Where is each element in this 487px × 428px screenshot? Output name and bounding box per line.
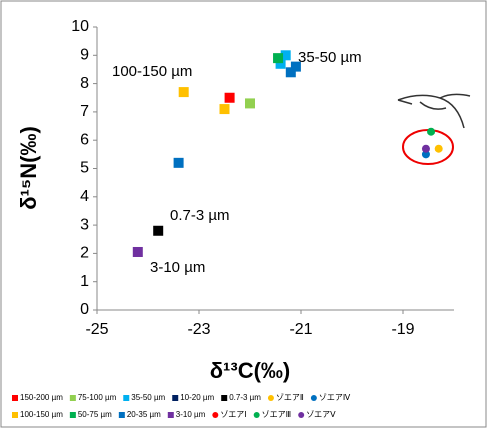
- legend-swatch: [172, 395, 178, 401]
- y-axis-label: δ¹⁵N(‰): [16, 126, 41, 210]
- data-point: [220, 104, 230, 114]
- legend-label: ゾエアⅢ: [262, 410, 292, 419]
- legend-label: 50-75 µm: [78, 410, 112, 419]
- data-point: [245, 98, 255, 108]
- legend-label: ゾエアⅣ: [319, 393, 351, 402]
- data-point: [273, 53, 283, 63]
- y-tick-label: 3: [80, 216, 89, 233]
- x-tick-label: -25: [85, 321, 108, 338]
- legend-swatch: [254, 412, 260, 418]
- y-tick-label: 8: [80, 75, 89, 92]
- legend-swatch: [168, 412, 174, 418]
- x-tick-label: -21: [289, 321, 312, 338]
- legend-label: 35-50 µm: [131, 393, 165, 402]
- y-tick-label: 7: [80, 103, 89, 120]
- legend-swatch: [70, 395, 76, 401]
- y-tick-label: 1: [80, 273, 89, 290]
- x-tick-label: -19: [391, 321, 414, 338]
- annotation: 100-150 µm: [112, 63, 192, 80]
- x-axis-label: δ¹³C(‰): [210, 358, 291, 383]
- legend-label: 150-200 µm: [20, 393, 63, 402]
- data-point: [435, 145, 443, 153]
- legend-swatch: [221, 395, 227, 401]
- legend-label: 75-100 µm: [78, 393, 117, 402]
- legend-label: ゾエアⅤ: [306, 410, 336, 419]
- annotation: 3-10 µm: [150, 259, 205, 276]
- legend-swatch: [12, 412, 18, 418]
- legend-swatch: [70, 412, 76, 418]
- legend-label: 100-150 µm: [20, 410, 63, 419]
- legend-label: 20-35 µm: [127, 410, 161, 419]
- y-tick-label: 4: [80, 188, 89, 205]
- legend-swatch: [268, 395, 274, 401]
- legend-swatch: [123, 395, 129, 401]
- y-tick-label: 0: [80, 301, 89, 318]
- legend-swatch: [298, 412, 304, 418]
- legend-swatch: [311, 395, 317, 401]
- data-point: [225, 93, 235, 103]
- data-point: [174, 158, 184, 168]
- annotation: 0.7-3 µm: [170, 207, 230, 224]
- legend-label: ゾエアⅡ: [276, 393, 304, 402]
- y-tick-label: 6: [80, 131, 89, 148]
- data-point: [422, 145, 430, 153]
- legend-label: ゾエアⅠ: [220, 410, 246, 419]
- legend-label: 0.7-3 µm: [229, 393, 261, 402]
- data-point: [133, 247, 143, 257]
- data-point: [427, 128, 435, 136]
- chart: δ¹³C(‰) δ¹⁵N(‰) 0 1 2 3 4 5 6 7 8 9 10 -25 -23 -21 -19…: [0, 0, 487, 428]
- y-tick-label: 10: [71, 18, 89, 35]
- legend-label: 10-20 µm: [180, 393, 214, 402]
- data-point: [153, 226, 163, 236]
- legend-swatch: [12, 395, 18, 401]
- y-tick-label: 5: [80, 160, 89, 177]
- y-tick-label: 9: [80, 47, 89, 64]
- legend-label: 3-10 µm: [176, 410, 206, 419]
- legend-swatch: [119, 412, 125, 418]
- legend-swatch: [212, 412, 218, 418]
- annotation: 35-50 µm: [298, 49, 362, 66]
- x-tick-label: -23: [187, 321, 210, 338]
- data-point: [179, 87, 189, 97]
- y-tick-label: 2: [80, 245, 89, 262]
